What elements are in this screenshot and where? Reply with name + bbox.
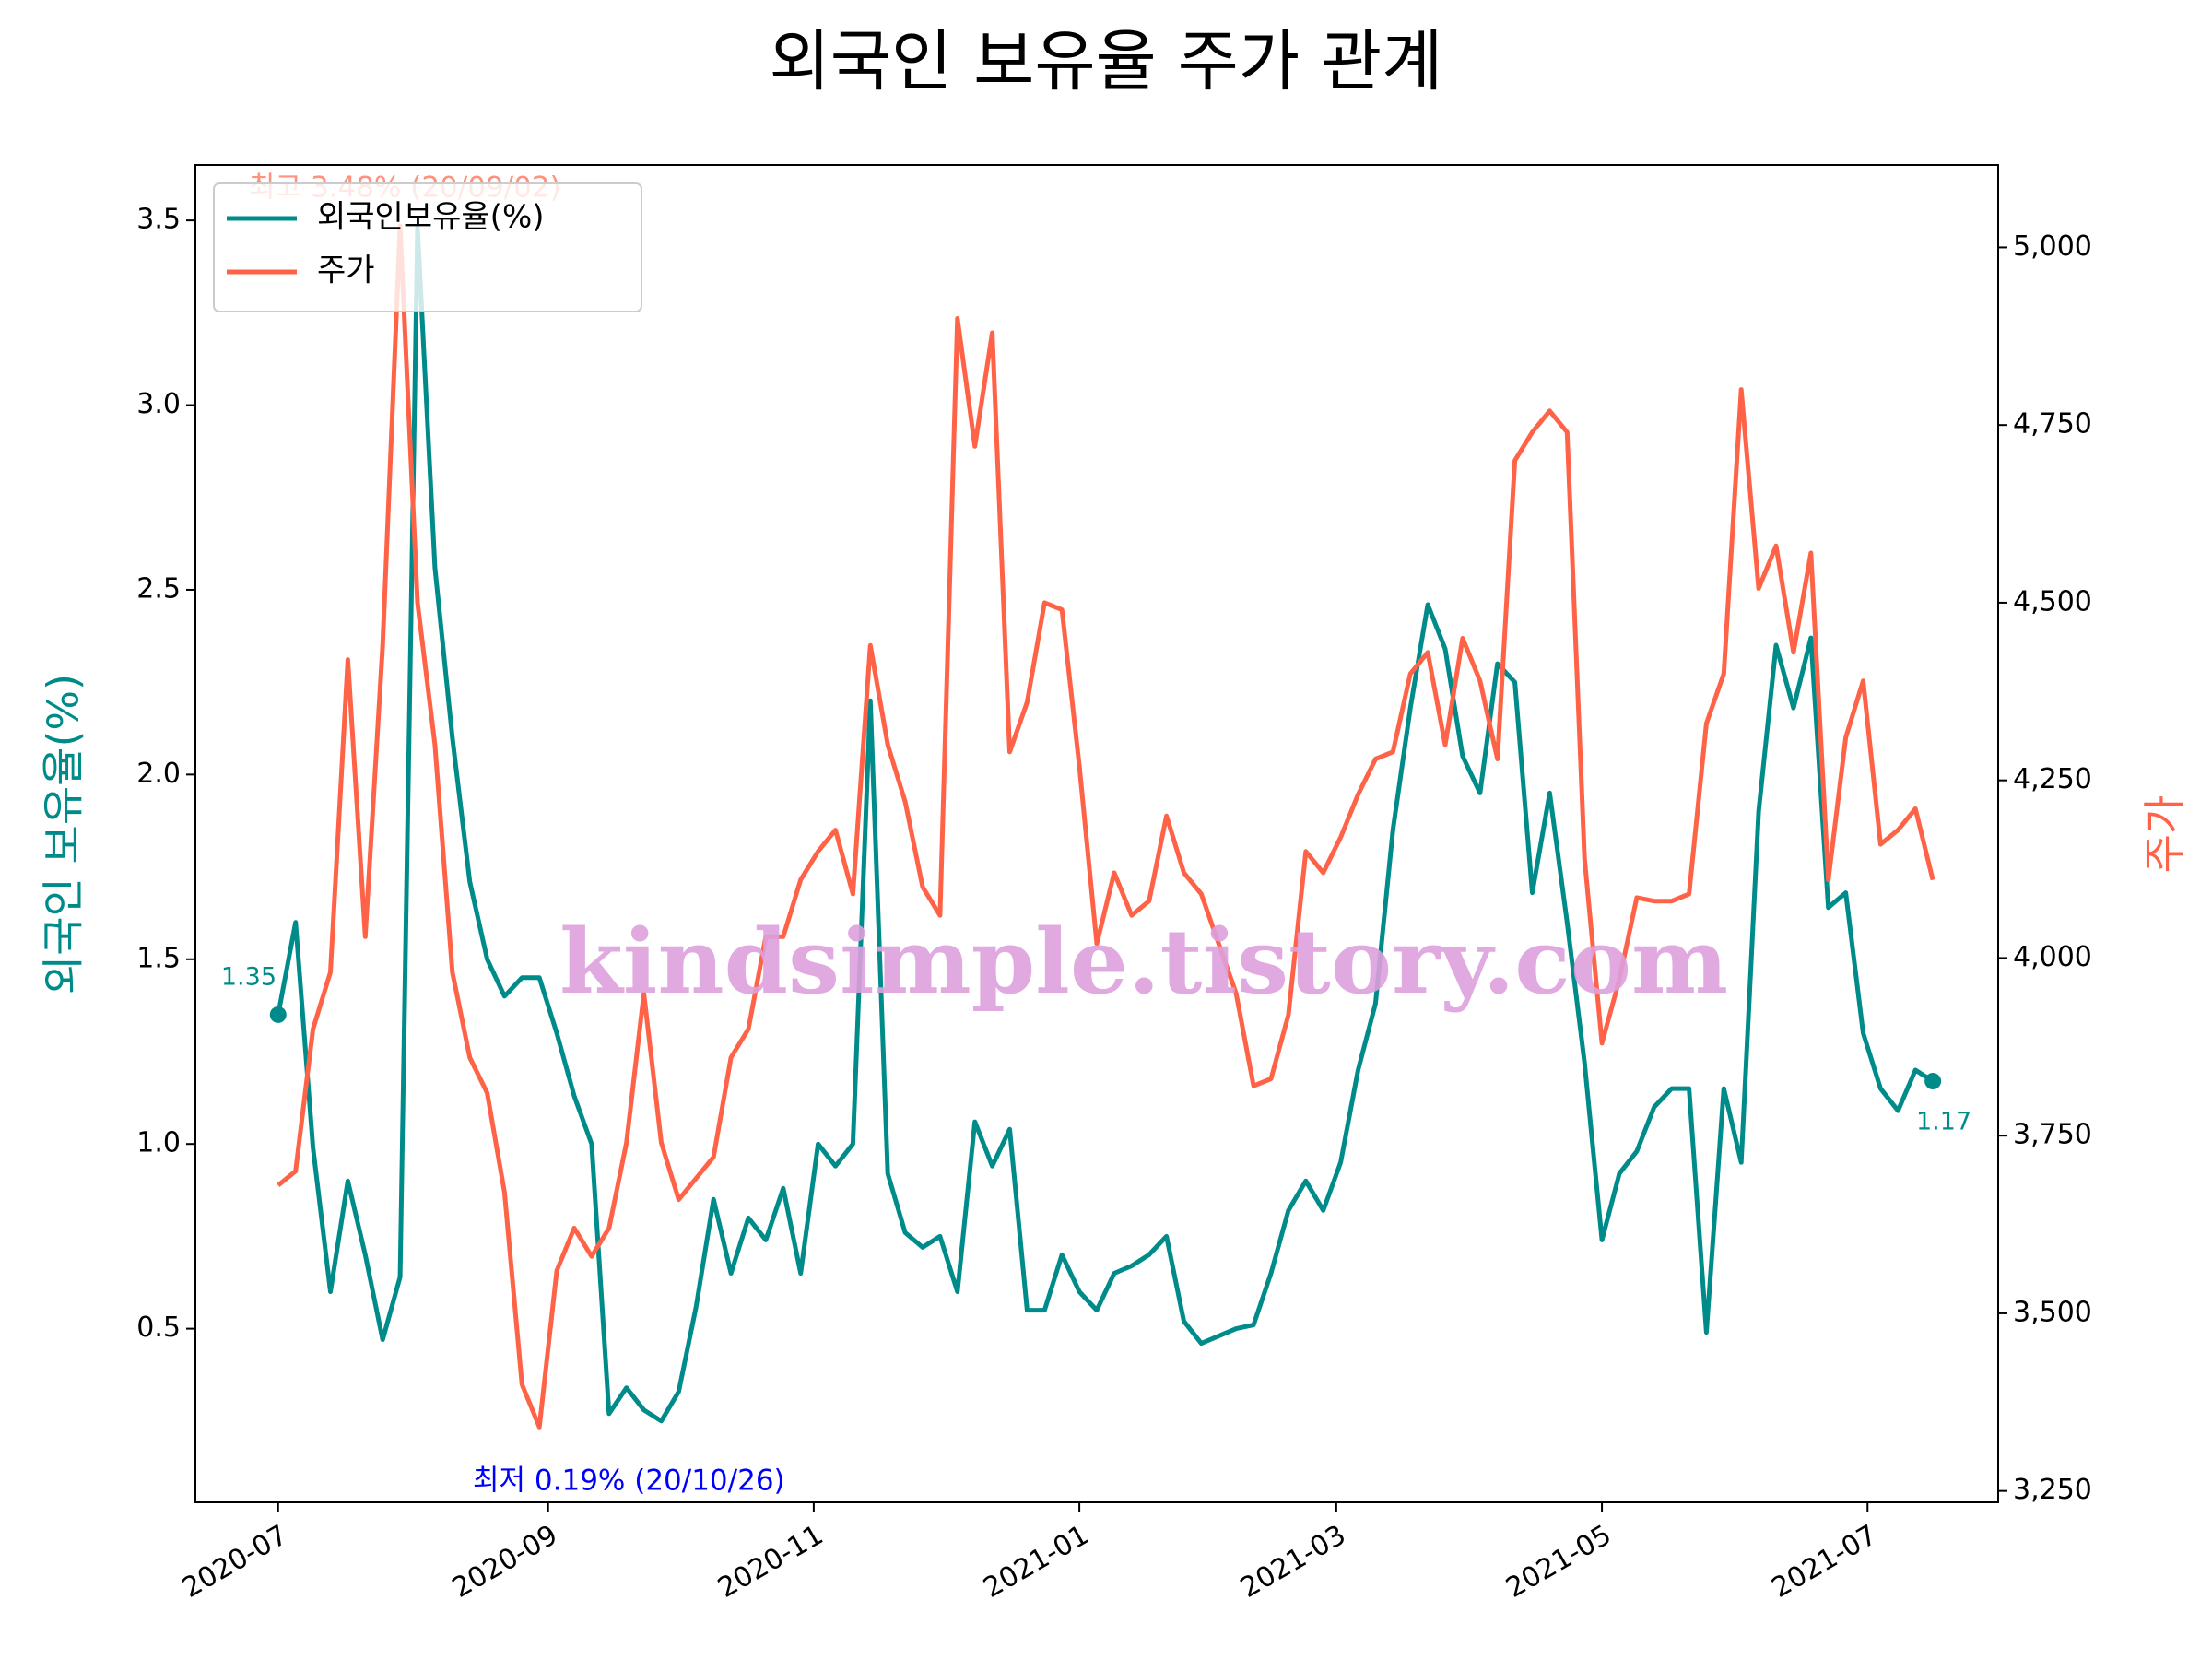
annotation-min: 최저 0.19% (20/10/26) <box>473 1465 785 1498</box>
y-tick-label: 1.5 <box>136 942 181 974</box>
legend-label: 주가 <box>317 253 375 289</box>
legend-box <box>213 182 642 312</box>
y2-tick-label: 4,750 <box>2013 408 2092 441</box>
y2-tick-label: 5,000 <box>2013 230 2092 263</box>
data-line <box>276 225 1935 1424</box>
y2-tick-label: 3,250 <box>2013 1474 2092 1506</box>
y-tick-label: 3.5 <box>136 204 181 236</box>
annotation-start: 1.35 <box>221 963 276 992</box>
y-axis-label: 외국인 보유율(%) <box>39 674 88 994</box>
endpoint-dot <box>1924 1073 1942 1090</box>
y-tick-label: 0.5 <box>136 1312 181 1344</box>
y2-tick-label: 4,250 <box>2013 763 2092 795</box>
y2-tick-label: 4,500 <box>2013 585 2092 618</box>
y-tick-label: 2.5 <box>136 572 181 605</box>
legend-label: 외국인보유율(%) <box>317 199 545 236</box>
plot-frame <box>194 164 1999 1503</box>
y2-tick-label: 3,500 <box>2013 1296 2092 1328</box>
legend: 외국인보유율(%) 주가 <box>213 182 642 312</box>
watermark: kindsimple.tistory.com <box>559 910 1728 1014</box>
y2-axis-label: 주가 <box>2140 795 2190 874</box>
y-tick-label: 3.0 <box>136 388 181 420</box>
endpoint-dot <box>269 1006 287 1023</box>
data-line <box>276 223 1936 1430</box>
y-tick-label: 1.0 <box>136 1127 181 1159</box>
annotation-end: 1.17 <box>1916 1108 1971 1136</box>
y2-tick-label: 4,000 <box>2013 941 2092 973</box>
y-tick-label: 2.0 <box>136 758 181 790</box>
y2-tick-label: 3,750 <box>2013 1119 2092 1151</box>
chart-title: 외국인 보유율 주가 관계 <box>769 23 1442 100</box>
